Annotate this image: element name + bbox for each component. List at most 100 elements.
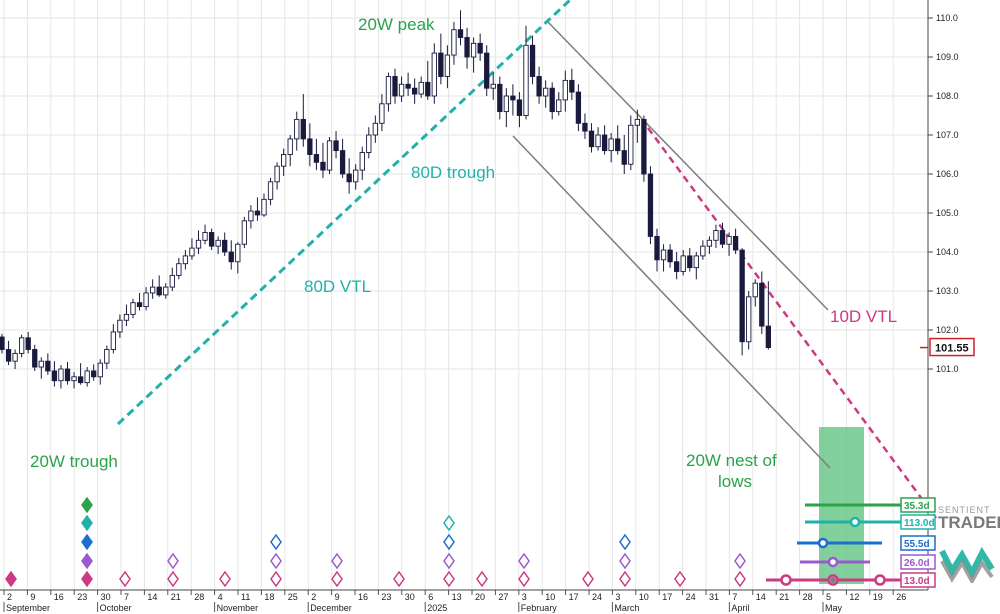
channel-lower-line: [512, 135, 831, 469]
month-label: 2025: [427, 603, 447, 613]
x-tick-label: 17: [662, 592, 672, 602]
candle-body: [392, 76, 398, 97]
x-tick-label: 9: [335, 592, 340, 602]
candle-body: [5, 349, 12, 362]
x-tick-label: 25: [288, 592, 298, 602]
y-tick-label: 101.0: [936, 364, 959, 374]
candle-body: [182, 255, 189, 265]
candle-body: [431, 52, 437, 97]
candle-body: [339, 150, 346, 175]
cycle-diamond: [119, 570, 131, 588]
candle-body: [281, 154, 287, 167]
y-tick-label: 109.0: [936, 52, 959, 62]
last-price-label: 101.55: [935, 343, 969, 355]
candle-body: [543, 87, 549, 97]
month-label: September: [6, 603, 50, 613]
y-tick-label: 105.0: [936, 208, 959, 218]
candle-body: [71, 376, 77, 382]
candle-body: [418, 81, 424, 95]
cycle-diamond: [270, 570, 282, 588]
candle-body: [595, 134, 601, 148]
candle-body: [680, 255, 686, 272]
y-tick-label: 107.0: [936, 130, 959, 140]
candle-body: [235, 243, 241, 263]
candle-body: [149, 286, 156, 294]
x-tick-label: 20: [475, 592, 485, 602]
candle-body: [700, 245, 706, 257]
candle-body: [556, 99, 562, 113]
candle-body: [569, 79, 575, 93]
candle-body: [38, 360, 44, 368]
cycle-readout-label: 35.3d: [904, 501, 930, 512]
candle-body: [719, 230, 726, 245]
x-tick-label: 6: [428, 592, 433, 602]
brand-line1: SENTIENT: [938, 505, 991, 515]
candle-body: [215, 239, 221, 247]
annotation-nest-line2: lows: [718, 472, 752, 491]
candle-body: [202, 232, 208, 241]
y-tick-label: 102.0: [936, 325, 959, 335]
cycle-diamond: [270, 533, 282, 551]
candle-body: [143, 292, 149, 308]
candle-body: [536, 76, 542, 97]
candle-body: [752, 282, 758, 298]
candle-body: [12, 352, 18, 362]
candle-body: [176, 263, 182, 276]
cycle-readout-box: [900, 514, 936, 530]
x-tick-label: 16: [54, 592, 64, 602]
candle-body: [372, 122, 378, 136]
x-tick-label: 2: [7, 592, 12, 602]
candle-body: [739, 249, 745, 343]
candle-body: [123, 313, 130, 321]
candle-body: [654, 235, 660, 261]
candle-body: [405, 83, 411, 89]
cycle-marker: [817, 537, 829, 549]
cycle-diamond: [81, 514, 93, 532]
candle-body: [274, 165, 280, 183]
x-tick-label: 4: [218, 592, 223, 602]
candle-body: [326, 140, 333, 171]
cycle-diamond: [5, 570, 17, 588]
cycle-diamond: [81, 533, 93, 551]
cycle-readout-box: [900, 497, 936, 513]
cycle-diamond: [331, 552, 343, 570]
candle-body: [385, 76, 392, 105]
candle-body: [615, 138, 621, 152]
candle-body: [621, 150, 627, 165]
x-tick-label: 2: [311, 592, 316, 602]
x-tick-label: 12: [849, 592, 859, 602]
x-tick-label: 5: [826, 592, 831, 602]
candle-body: [412, 87, 418, 95]
candle-body: [97, 362, 103, 378]
x-tick-label: 23: [77, 592, 87, 602]
candle-body: [117, 319, 123, 333]
candle-body: [19, 337, 25, 354]
annotation-20w-peak: 20W peak: [358, 15, 435, 34]
vtl-10d-line: [646, 127, 938, 519]
candle-body: [307, 138, 313, 155]
candle-body: [287, 138, 293, 155]
cycle-marker: [780, 574, 792, 586]
annotation-20w-trough: 20W trough: [30, 452, 118, 471]
candle-body: [588, 130, 595, 148]
candle-body: [84, 370, 90, 384]
y-tick-label: 106.0: [936, 169, 959, 179]
brand-line2: TRADER: [938, 513, 1000, 532]
cycle-marker: [874, 574, 886, 586]
candle-body: [516, 99, 523, 116]
cycle-diamond: [619, 552, 631, 570]
cycle-marker: [849, 516, 861, 528]
candle-body: [313, 154, 320, 163]
candle-body: [608, 138, 614, 152]
candle-body: [484, 52, 490, 89]
candle-body: [687, 255, 693, 269]
candle-body: [523, 44, 529, 116]
cycle-readout-box: [900, 554, 936, 570]
candle-body: [746, 296, 752, 343]
candle-body: [248, 210, 254, 222]
x-tick-label: 21: [171, 592, 181, 602]
candle-body: [628, 124, 634, 165]
candle-body: [300, 118, 306, 140]
month-label: November: [217, 603, 259, 613]
